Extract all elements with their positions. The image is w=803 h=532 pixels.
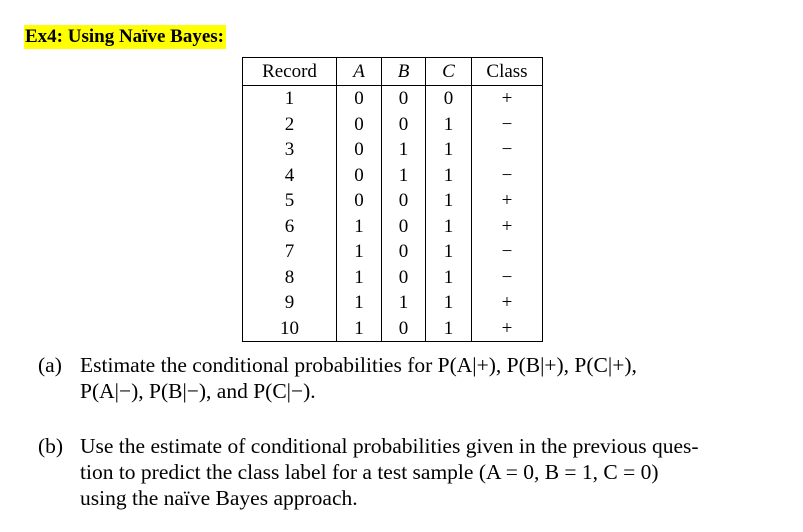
question-a-line-1: Estimate the conditional probabilities f… <box>80 353 637 377</box>
cell-a: 1 <box>336 315 382 342</box>
table-header-row: Record A B C Class <box>242 57 543 86</box>
table-row: 10 1 0 1 + <box>242 315 543 342</box>
cell-class: + <box>471 290 543 316</box>
cell-a: 0 <box>336 162 382 188</box>
cell-a: 1 <box>336 264 382 290</box>
cell-a: 0 <box>336 85 382 112</box>
cell-record: 7 <box>242 239 337 265</box>
cell-b: 0 <box>381 111 426 137</box>
cell-record: 10 <box>242 315 337 342</box>
cell-record: 5 <box>242 188 337 214</box>
question-b-line-1: Use the estimate of conditional probabil… <box>80 434 699 458</box>
cell-class: − <box>471 162 543 188</box>
cell-c: 0 <box>425 85 472 112</box>
cell-b: 0 <box>381 85 426 112</box>
table-row: 4 0 1 1− <box>242 162 543 188</box>
question-b-line-2: tion to predict the class label for a te… <box>80 460 659 484</box>
cell-b: 0 <box>381 213 426 239</box>
cell-class: − <box>471 239 543 265</box>
cell-b: 0 <box>381 315 426 342</box>
cell-class: − <box>471 137 543 163</box>
cell-a: 0 <box>336 188 382 214</box>
header-class: Class <box>471 57 543 86</box>
cell-c: 1 <box>425 111 472 137</box>
table-row: 1 0 0 0 + <box>242 85 543 112</box>
cell-a: 0 <box>336 111 382 137</box>
cell-a: 1 <box>336 290 382 316</box>
cell-c: 1 <box>425 290 472 316</box>
table-row: 5 0 0 1 + <box>242 188 543 214</box>
cell-c: 1 <box>425 213 472 239</box>
cell-record: 3 <box>242 137 337 163</box>
header-record: Record <box>242 57 337 86</box>
cell-record: 9 <box>242 290 337 316</box>
question-a-line-2: P(A|−), P(B|−), and P(C|−). <box>80 379 316 403</box>
cell-b: 1 <box>381 162 426 188</box>
cell-c: 1 <box>425 264 472 290</box>
cell-record: 8 <box>242 264 337 290</box>
question-b-label: (b) <box>38 434 64 458</box>
exercise-title: Ex4: Using Naïve Bayes: <box>24 25 226 49</box>
cell-a: 1 <box>336 239 382 265</box>
table-row: 6 1 0 1 + <box>242 213 543 239</box>
cell-b: 1 <box>381 290 426 316</box>
cell-class: − <box>471 264 543 290</box>
question-a-label: (a) <box>38 353 62 377</box>
cell-b: 0 <box>381 188 426 214</box>
cell-class: + <box>471 315 543 342</box>
header-c: C <box>425 57 472 86</box>
records-table: Record A B C Class 1 0 0 0 +2 0 0 1−3 0 1 1−4 0 1 1−5… <box>242 57 543 342</box>
cell-b: 1 <box>381 137 426 163</box>
cell-record: 4 <box>242 162 337 188</box>
table-row: 7 1 0 1− <box>242 239 543 265</box>
cell-a: 1 <box>336 213 382 239</box>
header-b: B <box>381 57 426 86</box>
cell-class: − <box>471 111 543 137</box>
cell-c: 1 <box>425 239 472 265</box>
cell-b: 0 <box>381 264 426 290</box>
cell-c: 1 <box>425 162 472 188</box>
table-row: 8 1 0 1− <box>242 264 543 290</box>
cell-class: + <box>471 85 543 112</box>
table-row: 9 1 1 1 + <box>242 290 543 316</box>
header-a: A <box>336 57 382 86</box>
cell-a: 0 <box>336 137 382 163</box>
table-row: 3 0 1 1− <box>242 137 543 163</box>
table-row: 2 0 0 1− <box>242 111 543 137</box>
cell-b: 0 <box>381 239 426 265</box>
cell-c: 1 <box>425 137 472 163</box>
cell-record: 2 <box>242 111 337 137</box>
cell-c: 1 <box>425 188 472 214</box>
cell-class: + <box>471 188 543 214</box>
cell-record: 1 <box>242 85 337 112</box>
cell-record: 6 <box>242 213 337 239</box>
question-b-line-3: using the naïve Bayes approach. <box>80 486 358 510</box>
cell-class: + <box>471 213 543 239</box>
cell-c: 1 <box>425 315 472 342</box>
